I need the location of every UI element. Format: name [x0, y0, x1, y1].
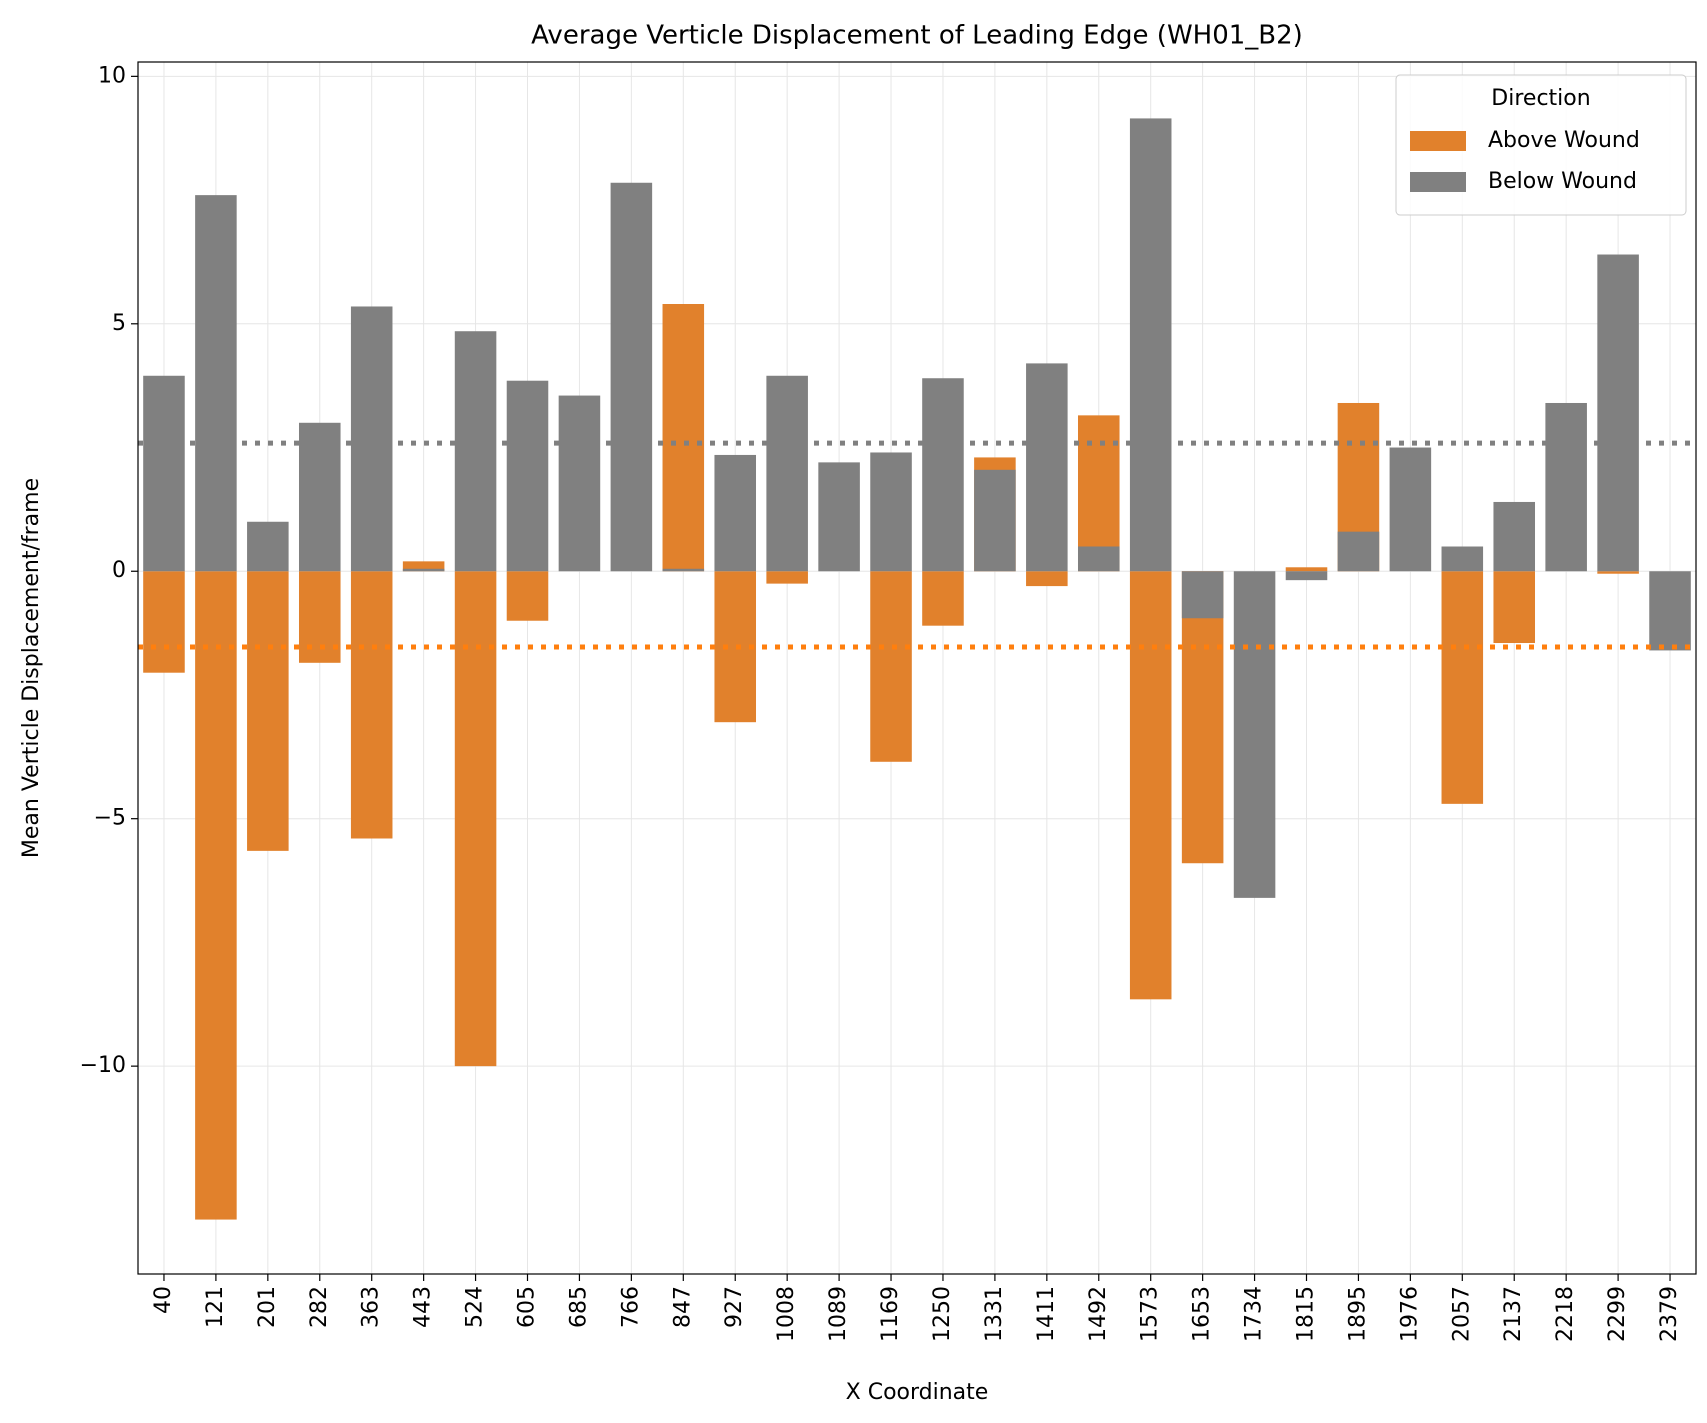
- legend-swatch: [1410, 131, 1466, 151]
- bar: [1129, 571, 1172, 1000]
- x-tick-label: 443: [411, 1286, 436, 1328]
- bar: [662, 568, 705, 572]
- bar: [1597, 571, 1639, 574]
- x-tick-label: 121: [203, 1286, 228, 1328]
- legend-label: Below Wound: [1488, 169, 1637, 194]
- bar: [1233, 571, 1276, 898]
- x-tick-label: 1976: [1397, 1286, 1422, 1342]
- x-tick-label: 1573: [1138, 1286, 1163, 1342]
- x-tick-label: 847: [670, 1286, 695, 1328]
- x-tick-label: 2057: [1449, 1286, 1474, 1342]
- x-tick-label: 282: [307, 1286, 332, 1328]
- x-tick-label: 1250: [930, 1286, 955, 1342]
- bar: [922, 378, 964, 572]
- x-tick-label: 363: [359, 1286, 384, 1328]
- x-tick-label: 1169: [878, 1286, 903, 1342]
- x-tick-label: 524: [463, 1286, 488, 1328]
- x-tick-label: 2379: [1657, 1286, 1682, 1342]
- x-tick-label: 1492: [1086, 1286, 1111, 1342]
- x-tick-label: 766: [618, 1286, 643, 1328]
- bar: [1493, 501, 1536, 572]
- bar: [610, 182, 653, 572]
- bar: [1077, 546, 1120, 572]
- bar: [974, 469, 1016, 572]
- bar: [143, 571, 185, 673]
- x-tick-label: 1008: [774, 1286, 799, 1342]
- x-axis-label: X Coordinate: [846, 1380, 989, 1405]
- plot-frame: [137, 61, 1697, 1275]
- y-tick-label: −10: [80, 1053, 126, 1078]
- bar: [870, 571, 912, 762]
- bar: [195, 195, 237, 572]
- x-tick-label: 927: [722, 1286, 747, 1328]
- bar: [1441, 571, 1484, 804]
- x-tick-label: 1895: [1345, 1286, 1370, 1342]
- bar: [922, 571, 964, 626]
- bar: [247, 571, 289, 851]
- bar: [298, 422, 341, 572]
- x-tick-label: 40: [151, 1286, 176, 1314]
- legend-box: [1395, 74, 1687, 216]
- bar: [1129, 118, 1172, 572]
- x-tick-label: 2218: [1553, 1286, 1578, 1342]
- bar: [1181, 571, 1224, 864]
- x-tick-label: 605: [515, 1286, 540, 1328]
- bar: [402, 561, 445, 572]
- bar: [506, 571, 549, 621]
- x-tick-label: 1331: [982, 1286, 1007, 1342]
- bar: [818, 462, 860, 572]
- y-tick-label: −5: [94, 806, 126, 831]
- bar: [1181, 571, 1224, 619]
- bar: [454, 571, 497, 1067]
- y-axis-label: Mean Verticle Displacement/frame: [19, 478, 44, 858]
- bar: [247, 521, 289, 572]
- bar: [1545, 402, 1587, 572]
- bar: [766, 571, 808, 584]
- bar: [1077, 415, 1120, 572]
- bar: [1597, 254, 1639, 572]
- y-tick-label: 5: [112, 311, 126, 336]
- bar: [1337, 531, 1380, 572]
- bar: [558, 395, 601, 572]
- legend-label: Above Wound: [1488, 128, 1640, 153]
- bar: [714, 454, 757, 572]
- bar: [1026, 363, 1068, 572]
- bar: [350, 571, 393, 839]
- bar: [766, 375, 808, 572]
- bar: [870, 452, 912, 572]
- x-tick-label: 2137: [1501, 1286, 1526, 1342]
- legend-title: Direction: [1491, 86, 1590, 111]
- bar: [1026, 571, 1068, 587]
- bar: [1649, 571, 1691, 651]
- bar: [506, 380, 549, 572]
- x-tick-label: 685: [566, 1286, 591, 1328]
- bar: [1389, 447, 1432, 572]
- bar: [1441, 546, 1484, 572]
- bar: [143, 375, 185, 572]
- chart-title: Average Verticle Displacement of Leading…: [531, 21, 1303, 51]
- x-tick-label: 1411: [1034, 1286, 1059, 1342]
- x-tick-label: 1653: [1190, 1286, 1215, 1342]
- x-tick-label: 1815: [1294, 1286, 1319, 1342]
- x-tick-label: 1089: [826, 1286, 851, 1342]
- bar: [402, 568, 445, 572]
- bar: [454, 331, 497, 572]
- x-tick-label: 1734: [1242, 1286, 1267, 1342]
- y-tick-label: 0: [112, 558, 126, 583]
- bar: [1493, 571, 1536, 644]
- legend: Direction Above Wound Below Wound: [1395, 74, 1687, 216]
- bar: [1285, 567, 1328, 572]
- bar: [662, 304, 705, 572]
- y-tick-label: 10: [98, 63, 126, 88]
- legend-swatch: [1410, 172, 1466, 192]
- bar: [1285, 571, 1328, 581]
- bar: [195, 571, 237, 1220]
- bar: [350, 306, 393, 572]
- x-tick-label: 201: [255, 1286, 280, 1328]
- x-tick-label: 2299: [1605, 1286, 1630, 1342]
